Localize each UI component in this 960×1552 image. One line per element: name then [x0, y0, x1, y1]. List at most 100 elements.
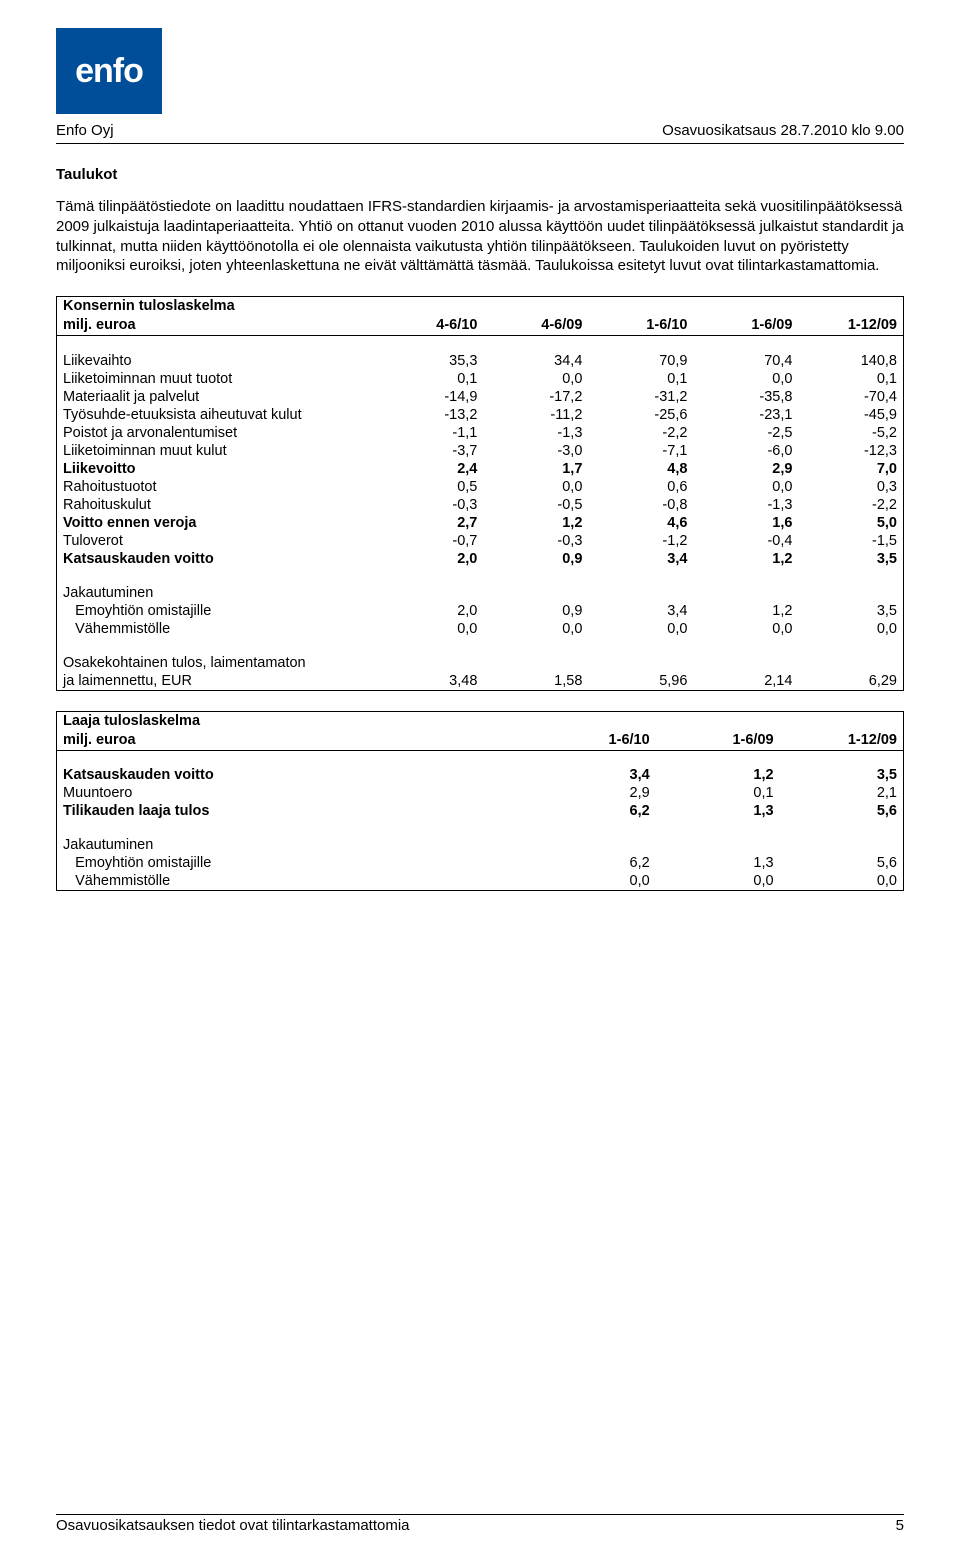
- row-label: Osakekohtainen tulos, laimentamaton: [57, 654, 379, 672]
- cell-value: [798, 584, 903, 602]
- row-label: Työsuhde-etuuksista aiheutuvat kulut: [57, 406, 379, 424]
- column-header: 1-6/10: [588, 315, 693, 336]
- cell-value: -12,3: [798, 442, 903, 460]
- column-header: 1-12/09: [780, 730, 904, 751]
- cell-value: 3,4: [588, 602, 693, 620]
- cell-value: 0,9: [483, 602, 588, 620]
- cell-value: 0,0: [483, 620, 588, 638]
- row-label: Vähemmistölle: [57, 620, 379, 638]
- cell-value: 2,7: [378, 514, 483, 532]
- cell-value: 1,2: [483, 514, 588, 532]
- cell-value: 4,8: [588, 460, 693, 478]
- cell-value: 1,7: [483, 460, 588, 478]
- cell-value: 0,6: [588, 478, 693, 496]
- cell-value: 70,4: [693, 352, 798, 370]
- row-label: Liikevaihto: [57, 352, 379, 370]
- table-row: Liiketoiminnan muut tuotot0,10,00,10,00,…: [57, 370, 904, 388]
- row-label: Emoyhtiön omistajille: [57, 602, 379, 620]
- cell-value: -0,3: [378, 496, 483, 514]
- cell-value: 0,1: [656, 784, 780, 802]
- cell-value: 34,4: [483, 352, 588, 370]
- row-label: Rahoituskulut: [57, 496, 379, 514]
- cell-value: -3,7: [378, 442, 483, 460]
- cell-value: 0,0: [532, 872, 656, 891]
- table-row: Rahoituskulut-0,3-0,5-0,8-1,3-2,2: [57, 496, 904, 514]
- cell-value: -70,4: [798, 388, 903, 406]
- table-title: Laaja tuloslaskelma: [57, 711, 532, 730]
- column-header: 4-6/10: [378, 315, 483, 336]
- table-row: Jakautuminen: [57, 584, 904, 602]
- cell-value: 2,9: [532, 784, 656, 802]
- cell-value: 0,0: [780, 872, 904, 891]
- row-label: Muuntoero: [57, 784, 532, 802]
- cell-value: 3,4: [588, 550, 693, 568]
- cell-value: 0,0: [798, 620, 903, 638]
- cell-value: 1,2: [693, 550, 798, 568]
- cell-value: 1,6: [693, 514, 798, 532]
- cell-value: -2,2: [588, 424, 693, 442]
- row-label: ja laimennettu, EUR: [57, 672, 379, 691]
- cell-value: -13,2: [378, 406, 483, 424]
- cell-value: 5,6: [780, 802, 904, 820]
- cell-value: 2,0: [378, 550, 483, 568]
- cell-value: -0,8: [588, 496, 693, 514]
- cell-value: 0,1: [378, 370, 483, 388]
- report-title-date: Osavuosikatsaus 28.7.2010 klo 9.00: [662, 122, 904, 139]
- cell-value: 2,0: [378, 602, 483, 620]
- cell-value: 0,9: [483, 550, 588, 568]
- comprehensive-income-table: Laaja tuloslaskelmamilj. euroa1-6/101-6/…: [56, 711, 904, 892]
- page-number: 5: [896, 1517, 904, 1534]
- intro-paragraph: Tämä tilinpäätöstiedote on laadittu noud…: [56, 197, 904, 276]
- table-row: Katsauskauden voitto3,41,23,5: [57, 766, 904, 784]
- column-header: 4-6/09: [483, 315, 588, 336]
- cell-value: 3,5: [798, 550, 903, 568]
- cell-value: -35,8: [693, 388, 798, 406]
- table-row: Liikevaihto35,334,470,970,4140,8: [57, 352, 904, 370]
- cell-value: 0,1: [588, 370, 693, 388]
- cell-value: 1,3: [656, 854, 780, 872]
- cell-value: -23,1: [693, 406, 798, 424]
- cell-value: [532, 836, 656, 854]
- row-label: Vähemmistölle: [57, 872, 532, 891]
- table-row: Jakautuminen: [57, 836, 904, 854]
- table-row: Vähemmistölle0,00,00,0: [57, 872, 904, 891]
- row-label: Katsauskauden voitto: [57, 550, 379, 568]
- table-row: Poistot ja arvonalentumiset-1,1-1,3-2,2-…: [57, 424, 904, 442]
- cell-value: 0,0: [693, 370, 798, 388]
- table-title: Konsernin tuloslaskelma: [57, 297, 379, 316]
- footer-note: Osavuosikatsauksen tiedot ovat tilintark…: [56, 1517, 410, 1534]
- cell-value: [588, 584, 693, 602]
- unit-label: milj. euroa: [57, 730, 532, 751]
- table-row: Emoyhtiön omistajille6,21,35,6: [57, 854, 904, 872]
- row-label: Rahoitustuotot: [57, 478, 379, 496]
- page-container: enfo Enfo Oyj Osavuosikatsaus 28.7.2010 …: [0, 0, 960, 1552]
- cell-value: -31,2: [588, 388, 693, 406]
- cell-value: -0,3: [483, 532, 588, 550]
- table-row: Vähemmistölle0,00,00,00,00,0: [57, 620, 904, 638]
- row-label: Jakautuminen: [57, 584, 379, 602]
- cell-value: 0,3: [798, 478, 903, 496]
- table-row: Katsauskauden voitto2,00,93,41,23,5: [57, 550, 904, 568]
- cell-value: [483, 584, 588, 602]
- cell-value: -7,1: [588, 442, 693, 460]
- cell-value: 0,0: [656, 872, 780, 891]
- cell-value: 4,6: [588, 514, 693, 532]
- row-label: Voitto ennen veroja: [57, 514, 379, 532]
- unit-label: milj. euroa: [57, 315, 379, 336]
- cell-value: [656, 836, 780, 854]
- cell-value: -1,3: [693, 496, 798, 514]
- table-row: ja laimennettu, EUR3,481,585,962,146,29: [57, 672, 904, 691]
- cell-value: -25,6: [588, 406, 693, 424]
- cell-value: 0,1: [798, 370, 903, 388]
- cell-value: 2,4: [378, 460, 483, 478]
- cell-value: 0,0: [483, 478, 588, 496]
- cell-value: -5,2: [798, 424, 903, 442]
- cell-value: 140,8: [798, 352, 903, 370]
- cell-value: -1,1: [378, 424, 483, 442]
- cell-value: 70,9: [588, 352, 693, 370]
- cell-value: -0,4: [693, 532, 798, 550]
- column-header: 1-6/09: [656, 730, 780, 751]
- table-row: Tilikauden laaja tulos6,21,35,6: [57, 802, 904, 820]
- cell-value: [378, 654, 483, 672]
- cell-value: -45,9: [798, 406, 903, 424]
